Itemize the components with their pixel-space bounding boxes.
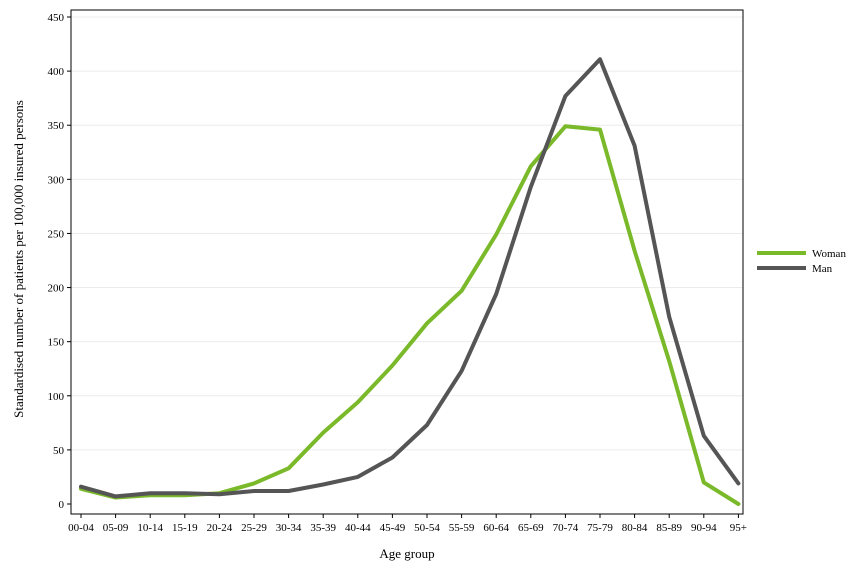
x-tick-label: 10-14 [137,522,163,534]
x-tick-label: 20-24 [207,522,233,534]
x-tick-label: 25-29 [241,522,267,534]
x-tick-label: 65-69 [518,522,544,534]
x-tick-label: 45-49 [380,522,406,534]
x-tick-label: 15-19 [172,522,198,534]
x-tick-label: 80-84 [622,522,648,534]
y-tick-label: 250 [48,228,65,240]
x-tick-label: 75-79 [587,522,613,534]
y-tick-label: 100 [48,391,65,403]
x-tick-label: 70-74 [553,522,579,534]
x-tick-label: 60-64 [483,522,509,534]
y-tick-label: 350 [48,120,65,132]
x-tick-label: 50-54 [414,522,440,534]
plot-frame [70,9,744,515]
y-tick-label: 200 [48,283,65,295]
x-tick-label: 90-94 [691,522,717,534]
x-tick-label: 40-44 [345,522,371,534]
y-tick-label: 0 [59,499,65,511]
y-tick-label: 50 [53,445,65,457]
series-lines [79,57,741,506]
x-tick-label: 35-39 [310,522,336,534]
y-tick-label: 400 [48,66,65,78]
x-tick-label: 30-34 [276,522,302,534]
y-tick-label: 150 [48,337,65,349]
axes: 0 50 100 150 200 250 300 350 400 450 00-04 05-09 10-… [48,12,748,534]
x-axis-title: Age group [379,546,434,561]
legend-label-woman: Woman [812,248,846,260]
x-tick-label: 95+ [730,522,747,534]
legend: Woman Man [757,248,846,275]
x-tick-label: 85-89 [656,522,682,534]
x-tick-label: 05-09 [103,522,129,534]
x-tick-label: 55-59 [449,522,475,534]
x-tick-label: 00-04 [68,522,94,534]
y-tick-label: 300 [48,174,65,186]
legend-label-man: Man [812,263,833,275]
y-tick-label: 450 [48,12,65,24]
series-line-man [79,57,741,499]
gridlines [71,16,743,451]
y-axis-title: Standardised number of patients per 100,… [11,100,26,418]
